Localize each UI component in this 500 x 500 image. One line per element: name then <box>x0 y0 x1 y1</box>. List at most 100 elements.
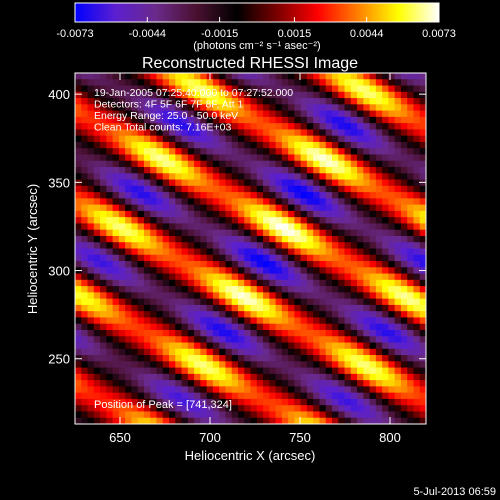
heatmap-cell <box>143 173 151 181</box>
heatmap-cell <box>118 298 126 306</box>
heatmap-cell <box>363 392 371 400</box>
heatmap-cell <box>237 217 245 225</box>
heatmap-cell <box>382 129 389 137</box>
heatmap-cell <box>256 411 264 419</box>
heatmap-cell <box>100 104 107 112</box>
heatmap-cell <box>331 173 339 181</box>
heatmap-cell <box>81 261 89 268</box>
heatmap-cell <box>256 323 264 331</box>
heatmap-cell <box>244 267 252 275</box>
heatmap-cell <box>225 386 233 394</box>
heatmap-cell <box>106 355 114 362</box>
heatmap-cell <box>143 192 151 199</box>
heatmap-cell <box>181 98 189 105</box>
heatmap-cell <box>181 261 189 268</box>
heatmap-cell <box>313 160 321 168</box>
heatmap-cell <box>344 179 352 187</box>
heatmap-cell <box>87 98 95 105</box>
heatmap-cell <box>194 386 201 394</box>
heatmap-cell <box>150 317 158 325</box>
heatmap-cell <box>275 367 283 375</box>
heatmap-cell <box>281 85 289 93</box>
heatmap-cell <box>206 235 214 243</box>
heatmap-cell <box>125 85 133 93</box>
heatmap-cell <box>87 204 95 212</box>
heatmap-cell <box>137 116 145 124</box>
heatmap-cell <box>175 160 183 168</box>
heatmap-cell <box>419 336 426 344</box>
heatmap-cell <box>75 304 82 312</box>
heatmap-cell <box>357 98 364 105</box>
heatmap-cell <box>419 229 426 237</box>
heatmap-cell <box>244 261 252 268</box>
heatmap-cell <box>181 380 189 387</box>
heatmap-cell <box>212 123 220 131</box>
heatmap-cell <box>375 185 383 193</box>
heatmap-cell <box>350 329 358 337</box>
heatmap-cell <box>269 286 277 293</box>
heatmap-cell <box>75 229 82 237</box>
heatmap-cell <box>269 311 277 319</box>
heatmap-cell <box>319 361 327 369</box>
heatmap-cell <box>131 367 139 375</box>
heatmap-cell <box>281 329 289 337</box>
heatmap-cell <box>81 411 89 419</box>
heatmap-cell <box>212 98 220 105</box>
heatmap-cell <box>357 217 364 225</box>
heatmap-cell <box>244 373 252 381</box>
heatmap-cell <box>106 317 114 325</box>
heatmap-cell <box>194 141 201 149</box>
heatmap-cell <box>313 336 321 344</box>
heatmap-cell <box>118 210 126 218</box>
heatmap-cell <box>263 417 270 424</box>
heatmap-cell <box>231 110 239 118</box>
heatmap-cell <box>169 85 176 93</box>
heatmap-cell <box>112 242 120 250</box>
heatmap-cell <box>338 273 346 281</box>
heatmap-cell <box>400 248 408 256</box>
heatmap-cell <box>175 129 183 137</box>
heatmap-cell <box>331 279 339 287</box>
heatmap-cell <box>150 355 158 362</box>
heatmap-cell <box>363 73 371 80</box>
heatmap-cell <box>100 229 107 237</box>
heatmap-cell <box>200 279 208 287</box>
heatmap-cell <box>187 223 195 231</box>
heatmap-cell <box>212 154 220 162</box>
heatmap-cell <box>338 104 346 112</box>
heatmap-cell <box>93 179 101 187</box>
heatmap-cell <box>137 110 145 118</box>
heatmap-cell <box>187 173 195 181</box>
heatmap-cell <box>275 398 283 406</box>
heatmap-cell <box>331 167 339 174</box>
heatmap-cell <box>225 417 233 424</box>
heatmap-cell <box>375 386 383 394</box>
heatmap-cell <box>194 317 201 325</box>
heatmap-cell <box>87 367 95 375</box>
heatmap-cell <box>100 141 107 149</box>
heatmap-cell <box>244 135 252 143</box>
heatmap-cell <box>288 229 295 237</box>
heatmap-cell <box>131 405 139 413</box>
heatmap-cell <box>225 361 233 369</box>
heatmap-cell <box>219 98 227 105</box>
heatmap-cell <box>294 292 302 300</box>
heatmap-cell <box>194 79 201 87</box>
heatmap-cell <box>93 223 101 231</box>
heatmap-cell <box>300 405 308 413</box>
heatmap-cell <box>206 135 214 143</box>
heatmap-cell <box>156 210 164 218</box>
heatmap-cell <box>106 373 114 381</box>
heatmap-cell <box>112 135 120 143</box>
heatmap-cell <box>225 411 233 419</box>
heatmap-cell <box>100 405 107 413</box>
heatmap-cell <box>156 204 164 212</box>
heatmap-cell <box>306 210 314 218</box>
heatmap-cell <box>169 373 176 381</box>
heatmap-cell <box>419 286 426 293</box>
heatmap-cell <box>194 167 201 174</box>
heatmap-cell <box>325 104 333 112</box>
heatmap-cell <box>407 173 415 181</box>
heatmap-cell <box>331 242 339 250</box>
heatmap-cell <box>87 73 95 80</box>
